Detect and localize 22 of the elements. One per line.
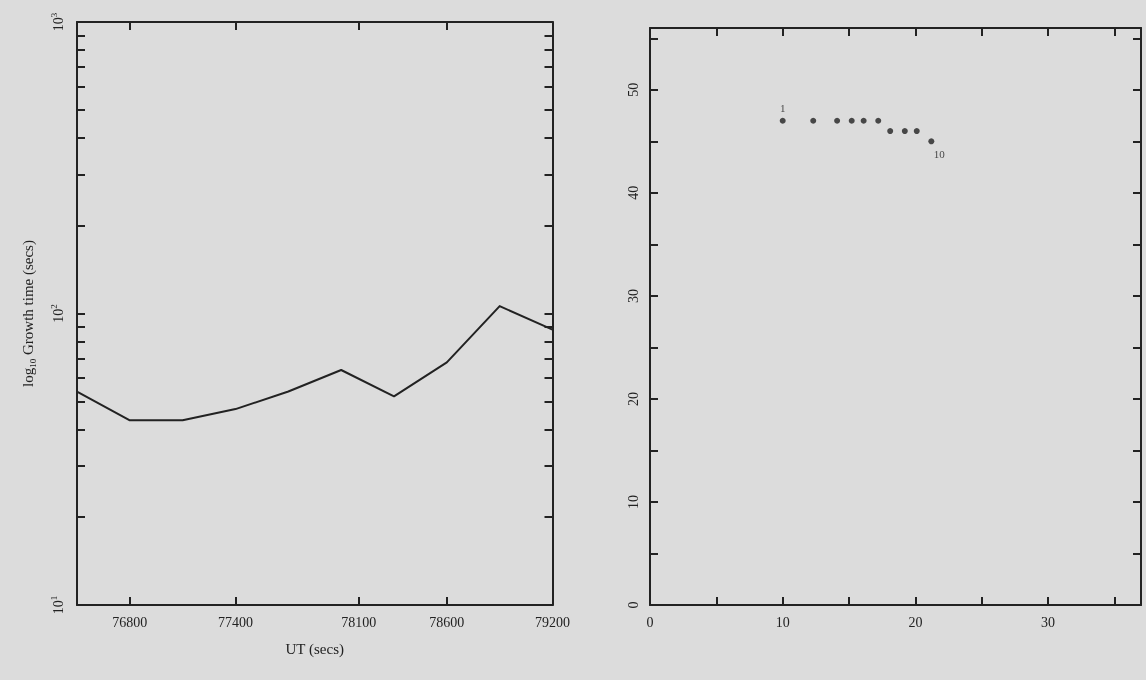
x-tick-label: 78600	[429, 614, 465, 630]
x-axis-title: UT (secs)	[285, 640, 344, 658]
x-tick-label: 10	[775, 614, 790, 630]
x-tick-label: 79200	[535, 614, 570, 630]
x-tick-label: 30	[1041, 614, 1056, 630]
y-axis-title: log10 Growth time (secs)	[20, 240, 38, 387]
annotation: 10	[933, 147, 946, 160]
x-tick-label: 78100	[341, 614, 377, 630]
x-tick-label: 77400	[218, 614, 253, 630]
y-tick-label: 103	[48, 12, 66, 32]
x-tick-label: 0	[646, 614, 654, 630]
y-tick-label: 102	[48, 304, 66, 323]
y-tick-label: 10	[625, 494, 641, 509]
y-tick-label: 30	[625, 288, 641, 303]
x-tick-label: 76800	[112, 614, 148, 630]
annotation: 1	[779, 102, 786, 115]
y-tick-label: 101	[48, 595, 66, 615]
y-tick-label: 20	[625, 391, 641, 406]
y-tick-label: 50	[625, 82, 641, 97]
y-tick-label: 0	[625, 601, 641, 609]
y-tick-label: 40	[625, 185, 641, 200]
x-tick-label: 20	[908, 614, 923, 630]
